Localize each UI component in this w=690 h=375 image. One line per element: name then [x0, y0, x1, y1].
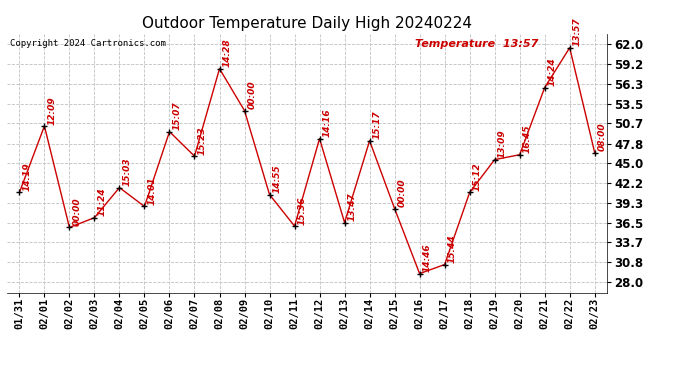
Text: 11:24: 11:24 — [97, 188, 106, 216]
Text: 14:24: 14:24 — [548, 58, 557, 86]
Text: 00:00: 00:00 — [72, 198, 81, 226]
Text: 15:07: 15:07 — [172, 102, 181, 130]
Text: 00:00: 00:00 — [248, 81, 257, 109]
Text: Copyright 2024 Cartronics.com: Copyright 2024 Cartronics.com — [10, 39, 166, 48]
Text: 15:44: 15:44 — [448, 234, 457, 263]
Text: 14:28: 14:28 — [222, 39, 232, 68]
Text: 00:00: 00:00 — [397, 178, 406, 207]
Text: 15:12: 15:12 — [473, 162, 482, 191]
Text: Temperature  13:57: Temperature 13:57 — [415, 39, 538, 49]
Text: 14:19: 14:19 — [22, 162, 32, 191]
Text: 14:01: 14:01 — [148, 177, 157, 205]
Text: 12:09: 12:09 — [48, 96, 57, 124]
Text: 13:09: 13:09 — [497, 130, 506, 158]
Text: 16:45: 16:45 — [522, 125, 532, 153]
Text: 15:17: 15:17 — [373, 111, 382, 140]
Text: 14:16: 14:16 — [322, 109, 332, 137]
Text: 14:55: 14:55 — [273, 165, 282, 193]
Text: 15:36: 15:36 — [297, 196, 306, 225]
Title: Outdoor Temperature Daily High 20240224: Outdoor Temperature Daily High 20240224 — [142, 16, 472, 31]
Text: 15:03: 15:03 — [122, 158, 132, 186]
Text: 13:47: 13:47 — [348, 192, 357, 221]
Text: 08:00: 08:00 — [598, 123, 607, 151]
Text: 15:23: 15:23 — [197, 126, 206, 155]
Text: 14:46: 14:46 — [422, 244, 432, 272]
Text: 13:57: 13:57 — [573, 18, 582, 46]
